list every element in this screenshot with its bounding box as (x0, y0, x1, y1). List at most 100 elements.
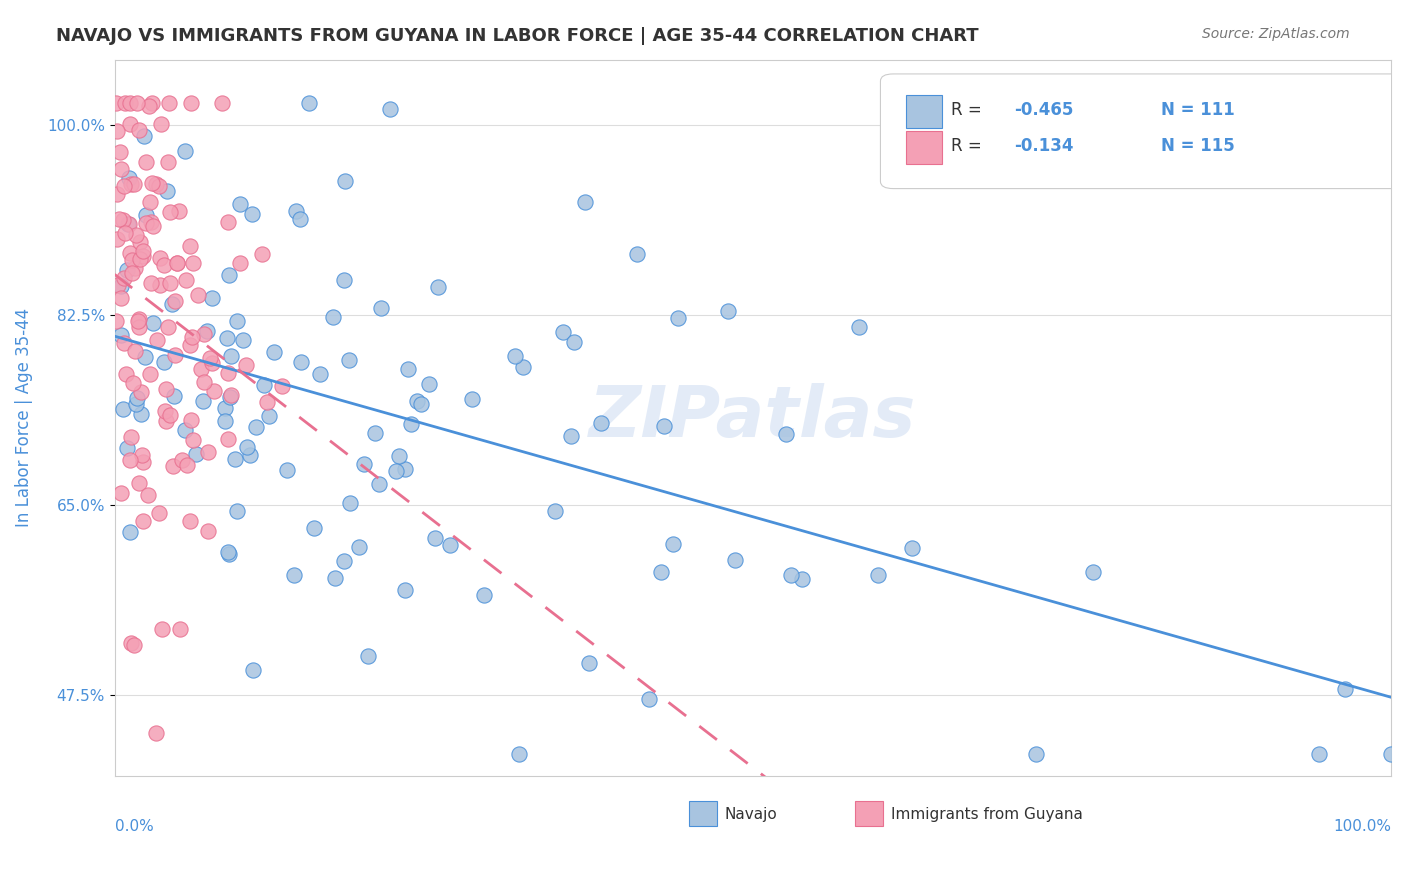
Point (333, 174, 356, 188)
Point (180, 330, 202, 344)
Point (225, 314, 247, 328)
Point (187, 287, 209, 301)
Point (426, 280, 449, 294)
Point (508, 747, 530, 762)
Point (401, 417, 423, 431)
Point (544, 504, 567, 518)
Point (179, 514, 201, 528)
Point (197, 524, 219, 538)
Text: NAVAJO VS IMMIGRANTS FROM GUYANA IN LABOR FORCE | AGE 35-44 CORRELATION CHART: NAVAJO VS IMMIGRANTS FROM GUYANA IN LABO… (56, 27, 979, 45)
Point (166, 255, 188, 269)
Point (131, 514, 153, 528)
Point (202, 384, 225, 398)
Point (128, 320, 150, 334)
Point (271, 378, 294, 392)
Point (165, 294, 187, 309)
Point (145, 177, 167, 191)
Point (124, 343, 146, 358)
Point (512, 360, 534, 375)
Point (139, 215, 162, 229)
Point (179, 337, 201, 351)
Point (385, 464, 408, 478)
Point (125, 397, 148, 411)
Point (229, 256, 252, 270)
Point (105, 187, 128, 202)
Point (120, 635, 142, 649)
Point (650, 565, 672, 579)
Point (276, 463, 298, 477)
Point (666, 311, 689, 326)
Point (110, 486, 132, 500)
Point (162, 458, 184, 473)
Point (134, 128, 156, 143)
Point (775, 427, 797, 442)
Point (155, 382, 177, 396)
Point (136, 488, 159, 502)
Text: 100.0%: 100.0% (1333, 819, 1391, 834)
Point (574, 194, 596, 209)
Point (148, 179, 170, 194)
Point (217, 544, 239, 558)
Bar (689, 801, 717, 826)
Point (562, 334, 585, 349)
Point (127, 314, 149, 328)
Point (176, 458, 198, 472)
Point (236, 440, 259, 454)
Point (183, 433, 205, 447)
Point (117, 217, 139, 231)
Point (197, 445, 219, 459)
Point (138, 98, 160, 112)
Point (1379, 747, 1402, 762)
Point (129, 235, 152, 250)
Point (219, 388, 242, 402)
Point (396, 361, 419, 376)
Point (560, 429, 582, 443)
Point (302, 521, 325, 535)
Point (184, 447, 207, 461)
Point (868, 567, 890, 582)
Point (163, 348, 186, 362)
Point (114, 96, 136, 111)
Point (662, 537, 685, 551)
Point (235, 358, 257, 372)
Bar (855, 801, 883, 826)
Point (153, 258, 176, 272)
Point (117, 217, 139, 231)
Point (253, 377, 276, 392)
Point (285, 204, 308, 219)
Point (174, 144, 197, 158)
Bar (905, 131, 942, 163)
Point (129, 252, 152, 267)
Point (901, 541, 924, 556)
Point (224, 451, 246, 466)
Point (790, 572, 813, 586)
Point (406, 394, 429, 409)
Point (112, 178, 135, 193)
Point (125, 227, 148, 242)
Point (141, 176, 163, 190)
Point (124, 260, 146, 275)
Point (142, 219, 165, 234)
Point (120, 96, 142, 111)
Point (121, 252, 143, 267)
Point (347, 540, 370, 554)
Y-axis label: In Labor Force | Age 35-44: In Labor Force | Age 35-44 (15, 309, 32, 527)
Point (129, 407, 152, 421)
Point (125, 96, 148, 111)
Point (423, 532, 446, 546)
Point (226, 504, 249, 518)
Point (110, 291, 132, 305)
Point (578, 657, 600, 671)
Point (439, 538, 461, 552)
Point (332, 554, 354, 568)
Point (181, 256, 204, 270)
Point (159, 205, 181, 219)
Point (121, 266, 143, 280)
Point (159, 408, 181, 422)
Point (322, 310, 344, 324)
Point (156, 155, 179, 169)
FancyBboxPatch shape (880, 74, 1406, 188)
Point (155, 414, 177, 428)
Point (141, 276, 163, 290)
Point (153, 403, 176, 417)
